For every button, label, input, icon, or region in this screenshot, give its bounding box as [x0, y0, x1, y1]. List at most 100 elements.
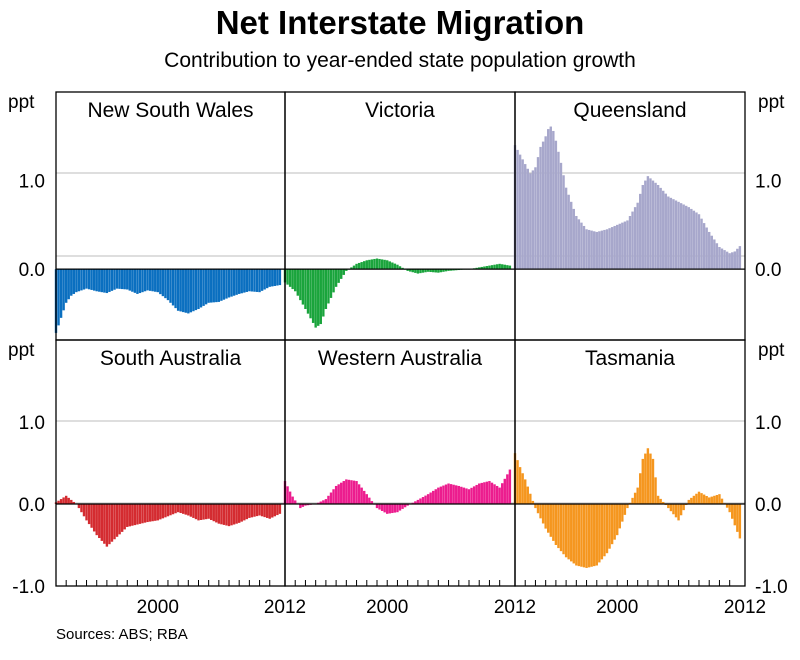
data-bar	[148, 504, 152, 522]
panel-frame	[284, 91, 516, 341]
data-bar	[240, 269, 243, 294]
data-bar	[322, 500, 325, 504]
data-bar	[253, 504, 256, 517]
data-bar	[324, 499, 328, 504]
data-bar	[118, 269, 121, 289]
data-bar	[248, 504, 251, 518]
data-bar	[516, 149, 519, 270]
data-bar	[327, 495, 330, 504]
data-bar	[164, 504, 167, 518]
data-bar	[347, 479, 351, 504]
data-bar	[210, 269, 213, 303]
data-bar	[700, 218, 703, 270]
data-bar	[646, 176, 650, 270]
data-bar	[409, 269, 412, 272]
data-bar	[296, 269, 299, 296]
data-bar	[253, 269, 256, 292]
data-bar	[585, 504, 588, 568]
data-bar	[304, 269, 307, 309]
data-bar	[118, 504, 121, 535]
data-bar	[672, 199, 675, 270]
panel-title: Western Australia	[318, 347, 483, 370]
data-bar	[526, 168, 529, 270]
data-bar	[501, 264, 504, 270]
data-bar	[322, 269, 325, 317]
data-bar	[495, 485, 499, 504]
data-bar	[182, 269, 185, 313]
data-bar	[72, 501, 76, 504]
data-bar	[215, 269, 218, 303]
data-bar	[57, 269, 60, 326]
data-bar	[176, 504, 180, 513]
data-bar	[156, 504, 159, 521]
data-bar	[562, 175, 565, 270]
data-bar	[531, 170, 535, 270]
data-bar	[245, 269, 249, 292]
data-bar	[59, 269, 63, 318]
data-bar	[570, 504, 573, 562]
data-bar	[401, 504, 404, 509]
data-bar	[380, 259, 384, 270]
data-bar	[176, 269, 180, 311]
data-bar	[154, 269, 157, 292]
data-bar	[304, 504, 307, 506]
data-bar	[294, 500, 297, 504]
data-bar	[212, 269, 215, 303]
data-bar	[352, 265, 356, 270]
data-bar	[115, 269, 119, 289]
data-bar	[697, 214, 701, 270]
data-bar	[131, 504, 134, 526]
data-bar	[559, 504, 563, 552]
y-tick-label-right: 0.0	[755, 260, 781, 281]
data-bar	[738, 246, 742, 270]
data-bar	[220, 269, 223, 301]
data-bar	[582, 225, 586, 270]
data-bar	[141, 504, 144, 524]
data-bar	[572, 208, 575, 270]
panel-title: South Australia	[100, 347, 242, 370]
data-bar	[199, 269, 203, 308]
data-bar	[577, 219, 581, 270]
data-bar	[327, 269, 330, 304]
data-bar	[567, 504, 570, 560]
data-bar	[230, 504, 233, 526]
data-bar	[136, 269, 139, 294]
data-bar	[391, 504, 394, 514]
data-bar	[654, 182, 657, 270]
data-bar	[105, 269, 109, 294]
data-bar	[465, 488, 468, 504]
data-bar	[141, 269, 144, 293]
data-bar	[669, 504, 673, 512]
data-bar	[62, 269, 65, 311]
data-bar	[368, 259, 371, 270]
x-tick-label: 2012	[494, 597, 536, 618]
data-bar	[357, 262, 361, 270]
data-bar	[475, 484, 478, 504]
data-bar	[539, 504, 542, 519]
data-bar	[337, 484, 340, 504]
data-bar	[447, 269, 450, 271]
data-bar	[437, 487, 440, 504]
data-bar	[87, 269, 91, 290]
data-bar	[98, 504, 101, 539]
data-bar	[345, 479, 348, 504]
data-bar	[194, 504, 198, 520]
data-bar	[610, 227, 614, 270]
data-bar	[641, 458, 644, 504]
data-bar	[265, 269, 269, 289]
data-bar	[406, 504, 409, 506]
x-tick-label: 2000	[137, 597, 179, 618]
data-bar	[108, 504, 111, 545]
data-bar	[432, 269, 435, 273]
panel-title: Queensland	[573, 99, 686, 122]
data-bar	[179, 504, 182, 514]
data-bar	[352, 480, 356, 504]
data-bar	[733, 504, 736, 526]
data-bar	[521, 473, 524, 504]
data-bar	[501, 483, 504, 504]
data-bar	[595, 231, 598, 270]
data-bar	[133, 504, 137, 526]
data-bar	[194, 269, 198, 311]
data-bar	[723, 250, 726, 270]
x-tick-label: 2012	[264, 597, 306, 618]
